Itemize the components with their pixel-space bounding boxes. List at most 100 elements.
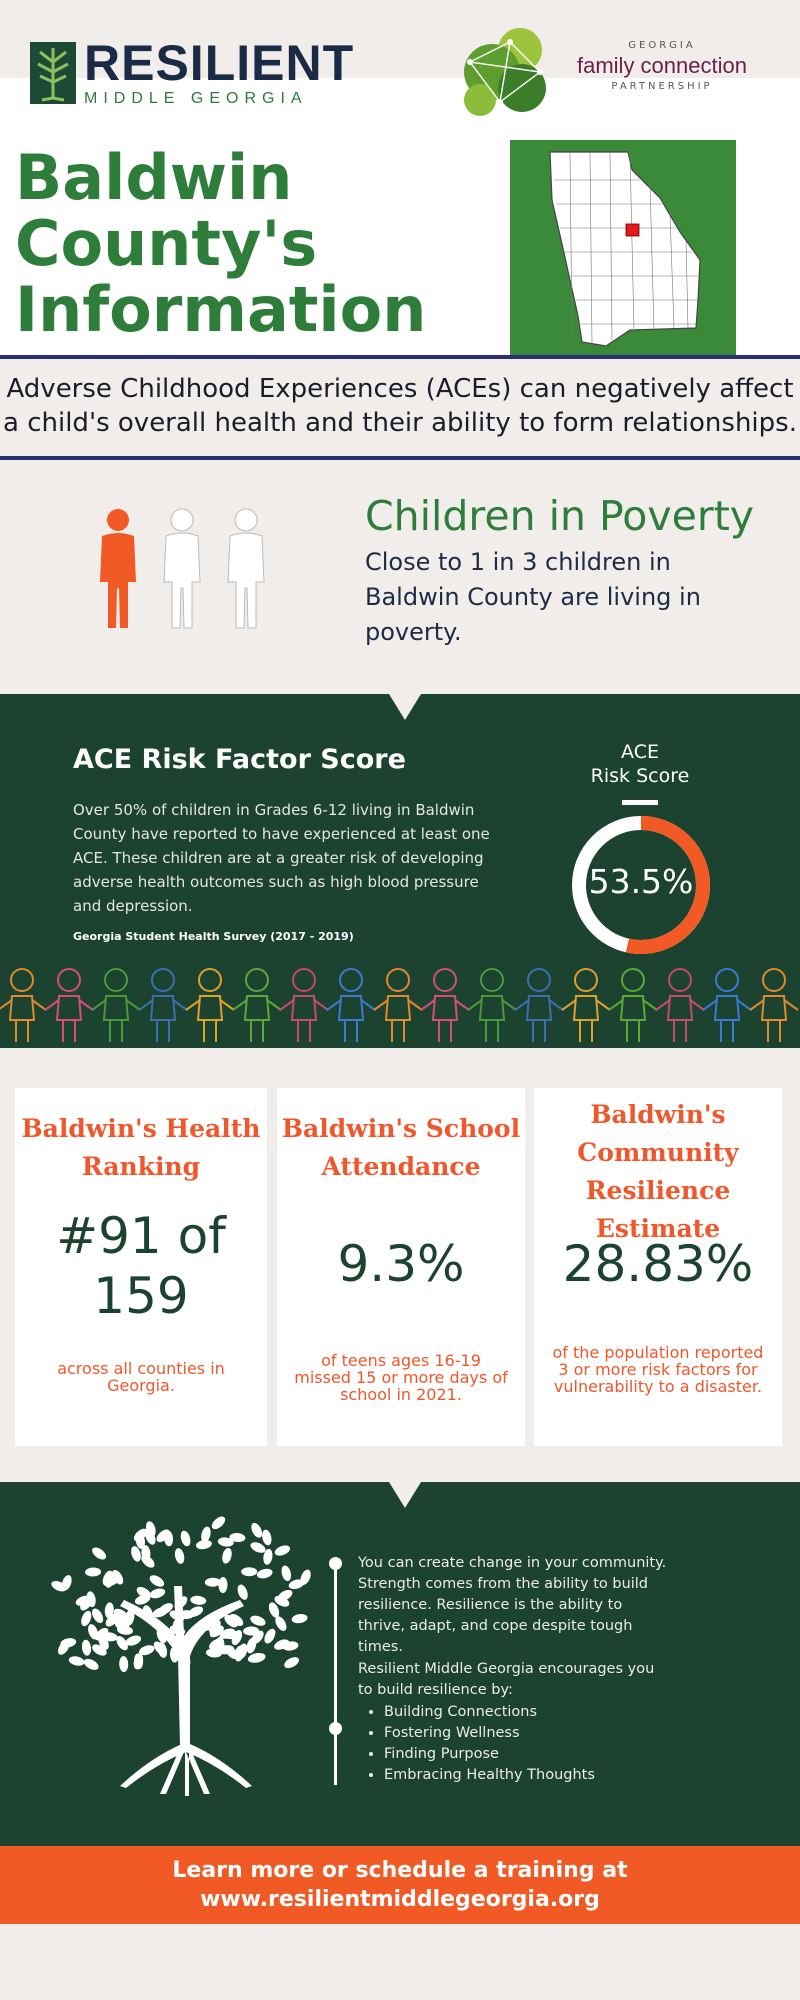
- leaf: [250, 1542, 266, 1553]
- leaf: [104, 1602, 114, 1619]
- leaf: [231, 1630, 243, 1646]
- title-line-1: Baldwin: [15, 141, 293, 214]
- child-figure: [702, 968, 752, 1042]
- list-item: Fostering Wellness: [384, 1723, 595, 1744]
- card-title: Baldwin's Community Resilience Estimate: [577, 1100, 739, 1243]
- child-figure: [279, 968, 329, 1042]
- leaf: [174, 1596, 188, 1610]
- card-note: of the population reported 3 or more ris…: [552, 1343, 764, 1396]
- leaf: [201, 1526, 211, 1543]
- leaf: [264, 1628, 276, 1644]
- card-health-ranking: Baldwin's Health Ranking #91 of 159 acro…: [15, 1088, 267, 1446]
- leaf: [217, 1537, 234, 1547]
- children-people-icon: [100, 508, 265, 629]
- leaf: [204, 1577, 221, 1587]
- card-value: #91 of 159: [56, 1207, 226, 1325]
- leaf: [86, 1591, 96, 1608]
- tree-icon: [51, 1516, 311, 1796]
- leaf: [149, 1588, 166, 1599]
- leaf: [138, 1645, 155, 1656]
- title-line-3: Information: [15, 273, 427, 346]
- child-figure: [185, 968, 235, 1042]
- title-line-2: County's: [15, 207, 318, 280]
- leaf: [60, 1638, 77, 1648]
- resilient-logo[interactable]: RESILIENT MIDDLE GEORGIA: [30, 38, 354, 108]
- leaf: [229, 1532, 246, 1543]
- list-item: Finding Purpose: [384, 1744, 595, 1765]
- ace-section: [0, 694, 800, 1048]
- child-figure: [749, 968, 799, 1042]
- leaf: [141, 1554, 155, 1568]
- leaf: [262, 1529, 272, 1546]
- ace-score-label: ACE Risk Score: [560, 740, 720, 788]
- leaf: [105, 1613, 119, 1627]
- ace-source: Georgia Student Health Survey (2017 - 20…: [73, 930, 354, 943]
- aces-statement: Adverse Childhood Experiences (ACEs) can…: [0, 372, 800, 440]
- leaf: [291, 1613, 308, 1624]
- list-item: Embracing Healthy Thoughts: [384, 1765, 595, 1786]
- card-note: across all counties in Georgia.: [57, 1359, 225, 1395]
- leaf: [192, 1623, 203, 1639]
- card-school-attendance: Baldwin's School Attendance 9.3% of teen…: [277, 1088, 525, 1446]
- cta-link[interactable]: www.resilientmiddlegeorgia.org: [200, 1887, 600, 1912]
- people-graphic: [90, 506, 280, 634]
- leaf: [68, 1656, 85, 1666]
- leaf: [218, 1577, 228, 1593]
- card-resilience-estimate: Baldwin's Community Resilience Estimate …: [534, 1088, 782, 1446]
- leaf: [125, 1635, 142, 1646]
- leaf: [209, 1625, 224, 1638]
- partner-circles-icon: [464, 28, 546, 116]
- leaf: [237, 1584, 248, 1600]
- leaf: [83, 1658, 99, 1670]
- leaf: [81, 1639, 92, 1656]
- leaf: [277, 1589, 293, 1601]
- resilience-paragraph-1: You can create change in your community.…: [358, 1555, 667, 1655]
- cta-line-1: Learn more or schedule a training at: [172, 1858, 628, 1883]
- leaf: [195, 1539, 212, 1550]
- leaf: [172, 1619, 182, 1636]
- resilience-paragraph-2: Resilient Middle Georgia encourages you …: [358, 1661, 655, 1698]
- ace-score-label-1: ACE: [621, 741, 659, 763]
- leaf: [157, 1642, 168, 1658]
- leaf: [249, 1653, 266, 1663]
- poverty-title: Children in Poverty: [365, 492, 755, 540]
- leaf: [246, 1637, 257, 1654]
- child-figure: [0, 968, 47, 1042]
- leaf: [119, 1656, 129, 1673]
- leaf: [224, 1614, 238, 1628]
- child-figure: [91, 968, 141, 1042]
- page-title: Baldwin County's Information: [15, 145, 495, 343]
- cta-banner[interactable]: Learn more or schedule a training at www…: [0, 1846, 800, 1924]
- ace-score-ring: [572, 816, 710, 954]
- ace-score-label-2: Risk Score: [590, 765, 690, 787]
- partner-top-text: GEORGIA: [628, 40, 696, 51]
- leaf: [281, 1565, 292, 1582]
- leaf: [263, 1548, 273, 1565]
- leaf: [92, 1547, 107, 1560]
- timeline-dot: [329, 1722, 342, 1735]
- leaf: [149, 1575, 165, 1587]
- partner-logo[interactable]: GEORGIA family connection PARTNERSHIP: [450, 22, 770, 122]
- leaf: [180, 1530, 191, 1547]
- resilience-list: Building Connections Fostering Wellness …: [384, 1702, 595, 1786]
- header-band: [0, 78, 800, 140]
- leaf: [133, 1528, 148, 1542]
- ace-body: Over 50% of children in Grades 6-12 livi…: [73, 801, 490, 915]
- leaf: [243, 1626, 260, 1636]
- list-item: Building Connections: [384, 1702, 595, 1723]
- timeline-line: [334, 1560, 337, 1785]
- leaf: [111, 1570, 124, 1585]
- leaf: [102, 1570, 114, 1586]
- leaf: [211, 1516, 226, 1530]
- leaf: [190, 1595, 207, 1605]
- ace-title: ACE Risk Factor Score: [73, 744, 406, 775]
- ace-score-bar: [622, 800, 658, 805]
- leaf: [81, 1610, 92, 1627]
- georgia-map: [510, 140, 736, 355]
- leaf: [256, 1568, 273, 1579]
- leaf: [95, 1627, 109, 1641]
- leaf: [250, 1615, 266, 1626]
- ace-score-value: 53.5%: [588, 862, 694, 901]
- leaf: [92, 1608, 104, 1624]
- leaf: [88, 1624, 99, 1640]
